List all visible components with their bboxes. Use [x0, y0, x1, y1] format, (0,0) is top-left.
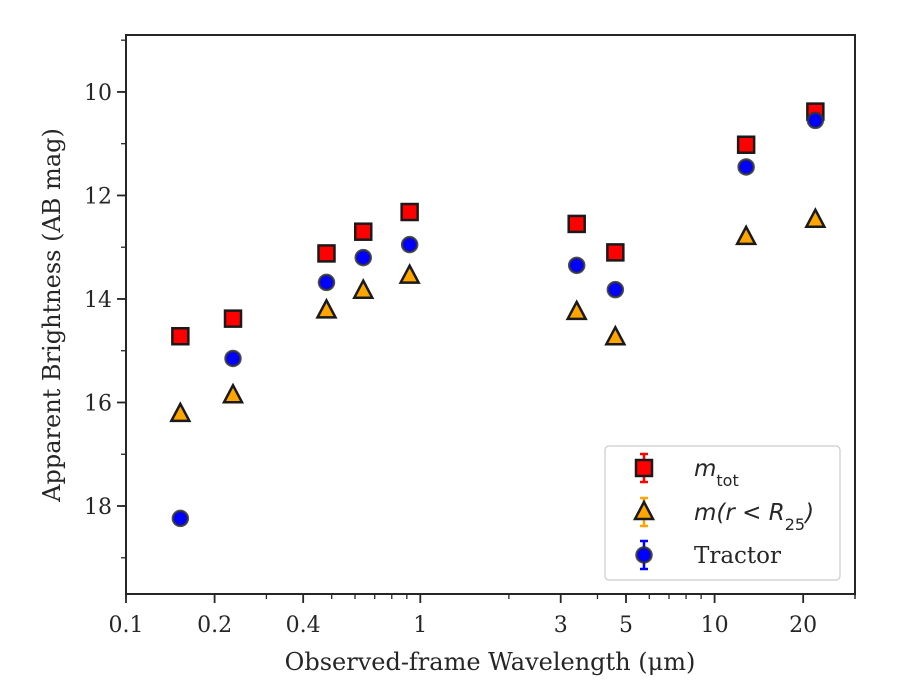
data-point-circle	[606, 280, 625, 299]
data-point-triangle	[221, 382, 245, 404]
x-tick-label: 0.1	[109, 613, 144, 638]
x-tick-label: 20	[789, 613, 817, 638]
data-point-square	[400, 202, 419, 222]
data-point-square	[354, 222, 373, 241]
x-tick-label: 0.4	[286, 613, 321, 638]
y-tick-label: 18	[84, 495, 112, 520]
y-tick-label: 14	[84, 288, 112, 313]
x-tick-label: 10	[701, 613, 729, 638]
data-point-circle	[567, 256, 586, 275]
data-point-triangle	[315, 297, 338, 319]
y-axis-title: Apparent Brightness (AB mag)	[38, 128, 66, 503]
data-point-circle	[354, 248, 373, 267]
data-point-triangle	[735, 224, 758, 246]
x-tick-label: 5	[619, 613, 633, 638]
data-point-square	[223, 309, 243, 328]
data-point-circle	[317, 273, 336, 292]
data-point-square	[317, 244, 336, 263]
data-point-square	[171, 326, 190, 346]
legend-marker-circle	[635, 546, 653, 564]
data-point-triangle	[398, 263, 421, 284]
legend-label: mtot	[694, 456, 739, 490]
data-point-triangle	[604, 324, 627, 346]
legend: mtot m(r < R25) Tractor	[604, 445, 841, 581]
legend-label: m(r < R25)	[694, 500, 814, 534]
data-point-triangle	[352, 278, 375, 299]
x-tick-label: 3	[554, 613, 568, 638]
plot-frame	[125, 34, 856, 595]
y-tick-label: 16	[84, 391, 112, 416]
data-point-circle	[400, 235, 419, 254]
data-point-circle	[806, 111, 825, 130]
data-point-square	[736, 135, 756, 154]
data-point-triangle	[804, 207, 827, 229]
data-point-triangle	[169, 401, 192, 423]
x-axis-title: Observed-frame Wavelength (μm)	[285, 648, 696, 676]
y-tick-label: 10	[84, 81, 112, 106]
data-point-circle	[224, 349, 242, 368]
data-point-circle	[737, 158, 755, 176]
points-layer	[169, 102, 827, 528]
legend-marker-triangle	[632, 499, 656, 521]
legend-marker-square	[634, 458, 654, 478]
data-point-square	[606, 243, 625, 262]
legend-label: Tractor	[694, 543, 781, 569]
legend-box	[604, 445, 841, 581]
y-tick-label: 12	[84, 184, 112, 209]
data-point-triangle	[565, 299, 588, 321]
data-point-square	[567, 214, 586, 234]
x-tick-label: 1	[413, 613, 427, 638]
x-tick-label: 0.2	[197, 613, 232, 638]
ticks-layer: 0.1 0.2 0.4 1 3 5 10 20 10 12 14 16 18	[84, 39, 856, 638]
data-point-circle	[171, 509, 190, 528]
